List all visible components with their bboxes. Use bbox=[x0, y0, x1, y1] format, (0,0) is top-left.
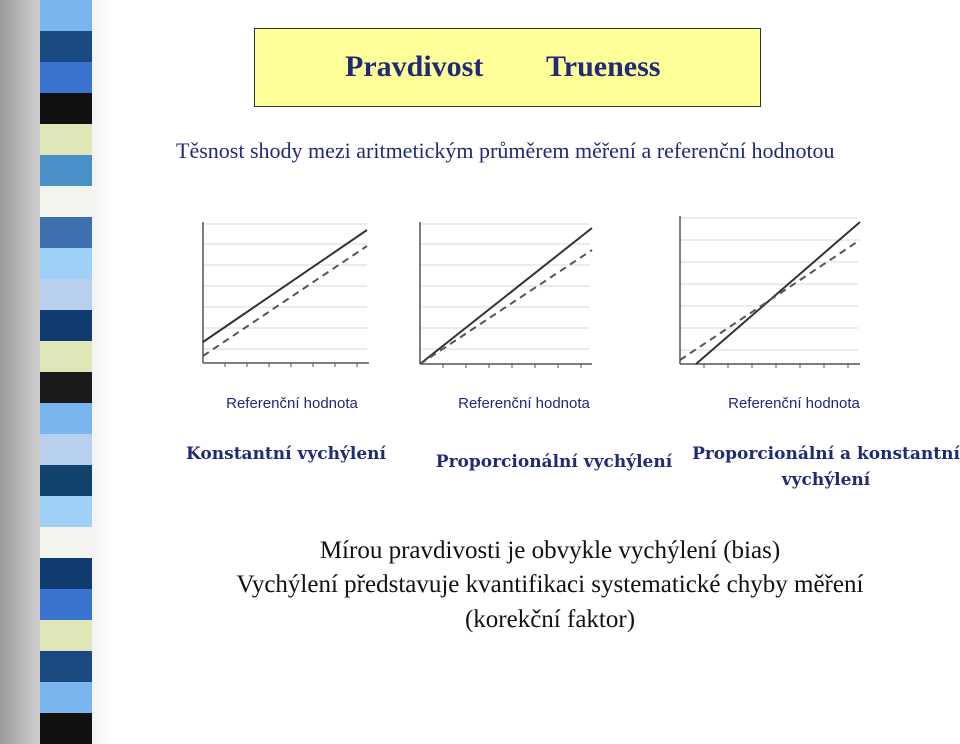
stripe-segment bbox=[40, 155, 92, 187]
stripe-segment bbox=[40, 341, 92, 373]
chart-grid bbox=[680, 217, 858, 351]
chart-constant-bias bbox=[202, 222, 369, 367]
stripe-segment bbox=[40, 434, 92, 466]
chart-proportional-constant-bias bbox=[679, 216, 861, 368]
stripe-segment bbox=[40, 527, 92, 559]
measured-line bbox=[202, 229, 368, 343]
title-box bbox=[254, 28, 761, 107]
stripe-segment bbox=[40, 651, 92, 683]
title-english: Trueness bbox=[546, 50, 661, 83]
reference-line bbox=[202, 245, 368, 357]
stripe-segment bbox=[40, 31, 92, 63]
stripe-segment bbox=[40, 279, 92, 311]
stripe-segment bbox=[40, 465, 92, 497]
measured-line bbox=[419, 227, 593, 365]
stripe-segment bbox=[40, 217, 92, 249]
chart-2-xlabel: Referenční hodnota bbox=[458, 395, 590, 412]
chart-3-caption: Proporcionální a konstantní vychýlení bbox=[692, 444, 960, 490]
stripe-segment bbox=[40, 186, 92, 218]
reference-line bbox=[679, 239, 861, 361]
title-czech: Pravdivost bbox=[345, 50, 484, 83]
chart-3-xlabel: Referenční hodnota bbox=[728, 395, 860, 412]
stripe-segment bbox=[40, 248, 92, 280]
body-line-2: Vychýlení představuje kvantifikaci syste… bbox=[236, 571, 864, 598]
x-ticks bbox=[224, 363, 358, 367]
decorative-stripe-bar bbox=[40, 0, 92, 744]
x-ticks bbox=[442, 364, 582, 368]
stripe-segment bbox=[40, 93, 92, 125]
reference-line bbox=[419, 249, 593, 365]
stripe-segment bbox=[40, 0, 92, 32]
chart-grid bbox=[420, 223, 590, 350]
chart-1-xlabel: Referenční hodnota bbox=[226, 395, 358, 412]
stripe-segment bbox=[40, 682, 92, 714]
stripe-segment bbox=[40, 403, 92, 435]
stripe-segment bbox=[40, 496, 92, 528]
stripe-segment bbox=[40, 558, 92, 590]
stripe-segment bbox=[40, 372, 92, 404]
body-line-1: Mírou pravdivosti je obvykle vychýlení (… bbox=[319, 537, 781, 564]
chart-grid bbox=[203, 223, 367, 350]
stripe-segment bbox=[40, 589, 92, 621]
measured-line bbox=[695, 221, 861, 365]
stripe-segment bbox=[40, 310, 92, 342]
body-line-3: (korekční faktor) bbox=[464, 606, 636, 633]
stripe-segment bbox=[40, 124, 92, 156]
chart-2-caption: Proporcionální vychýlení bbox=[435, 452, 673, 472]
chart-proportional-bias bbox=[419, 222, 593, 368]
stripe-segment bbox=[40, 713, 92, 744]
subtitle: Těsnost shody mezi aritmetickým průměrem… bbox=[176, 138, 835, 163]
chart-1-caption: Konstantní vychýlení bbox=[186, 444, 386, 464]
stripe-segment bbox=[40, 62, 92, 94]
stripe-segment bbox=[40, 620, 92, 652]
x-ticks bbox=[703, 364, 849, 368]
